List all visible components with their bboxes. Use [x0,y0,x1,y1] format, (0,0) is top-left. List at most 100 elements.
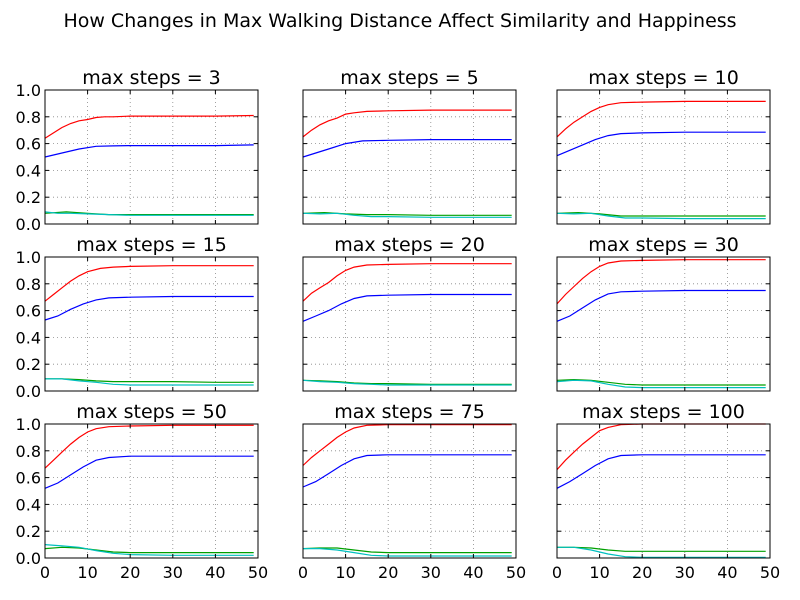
x-tick-label: 50 [248,563,268,582]
subplot-4: max steps = 15 0.0 0.2 0.4 0.6 0.8 1.0 [16,234,259,401]
plot-area [45,257,258,391]
y-tick-label: 1.0 [16,248,41,267]
series-line-red [44,424,254,469]
series-line-blue [302,293,512,322]
subplot-9: max steps = 100 0 10 20 30 40 50 [552,401,780,582]
subplot-title: max steps = 20 [334,234,485,256]
subplot-title: max steps = 30 [588,234,739,256]
y-tick-label: 0.4 [16,328,41,347]
plot-area [45,424,258,558]
series-line-cyan [302,379,512,386]
series-line-green [556,211,766,217]
axes-frame [44,256,259,392]
subplot-title: max steps = 5 [340,67,479,89]
plot-area [557,257,770,391]
series-line-blue [44,455,254,489]
subplot-title: max steps = 3 [82,67,221,89]
series-line-cyan [45,378,254,386]
x-tick-label: 0 [40,563,50,582]
series-line-blue [302,454,512,488]
plot-area [303,257,516,391]
x-tick-label: 0 [298,563,308,582]
series-line-blue [556,289,766,322]
plot-area [557,424,770,558]
axes-frame [302,423,517,559]
axes-frame [556,256,771,392]
x-tick-label: 20 [120,563,140,582]
series-line-blue [44,295,254,321]
axes-frame [556,89,771,225]
plot-area [303,424,516,558]
series-line-blue [302,139,512,158]
plot-area [303,90,516,224]
y-tick-label: 0.6 [16,302,41,321]
x-tick-label: 20 [632,563,652,582]
series-line-green [302,379,512,385]
subplot-title: max steps = 15 [76,234,227,256]
subplot-title: max steps = 75 [334,401,485,423]
series-line-blue [556,131,766,157]
y-tick-label: 0.6 [16,135,41,154]
series-line-red [44,265,254,302]
y-tick-label: 0.2 [16,355,41,374]
series-line-green [302,547,512,554]
axes-frame [44,89,259,225]
subplot-title: max steps = 10 [588,67,739,89]
x-tick-label: 0 [552,563,562,582]
y-tick-label: 0.8 [16,442,41,461]
series-line-green [556,378,766,386]
subplot-title: max steps = 100 [582,401,745,423]
y-tick-label: 0.4 [16,495,41,514]
y-tick-label: 0.8 [16,275,41,294]
plot-area [45,90,258,224]
subplot-6: max steps = 30 [556,234,771,392]
x-tick-label: 40 [205,563,225,582]
series-line-green [557,546,766,552]
y-tick-label: 0.0 [16,215,41,234]
axes-frame [302,256,517,392]
x-tick-label: 40 [463,563,483,582]
subplot-5: max steps = 20 [302,234,517,392]
x-tick-label: 40 [717,563,737,582]
y-tick-label: 0.6 [16,469,41,488]
y-tick-label: 0.4 [16,161,41,180]
series-line-red [302,424,512,466]
plot-area [557,90,770,224]
x-tick-label: 50 [760,563,780,582]
y-tick-label: 0.2 [16,188,41,207]
x-tick-label: 10 [77,563,97,582]
subplot-2: max steps = 5 [302,67,517,225]
y-tick-label: 1.0 [16,415,41,434]
series-line-red [302,263,512,302]
subplot-7: max steps = 50 0.0 0.2 0.4 0.6 0.8 1.0 0 10 20 30 4… [16,401,269,582]
y-tick-label: 0.0 [16,382,41,401]
series-line-red [302,109,512,138]
series-line-red [556,100,766,138]
y-tick-label: 0.8 [16,108,41,127]
y-tick-label: 0.2 [16,522,41,541]
x-tick-label: 30 [163,563,183,582]
series-line-cyan [556,212,766,220]
subplot-8: max steps = 75 0 10 20 30 40 50 [298,401,526,582]
series-line-cyan [303,548,512,557]
series-line-cyan [44,544,254,556]
y-tick-label: 0.0 [16,549,41,568]
x-tick-label: 50 [506,563,526,582]
series-line-blue [44,144,254,158]
series-line-red [44,114,254,139]
axes-frame [44,423,259,559]
series-line-cyan [302,212,512,218]
subplot-3: max steps = 10 [556,67,771,225]
series-line-green [44,546,254,554]
series-line-cyan [44,211,254,216]
subplot-1: max steps = 3 0.0 0.2 0.4 0.6 0.8 1.0 [16,67,259,234]
series-line-cyan [557,546,766,558]
x-tick-label: 20 [378,563,398,582]
x-tick-label: 30 [675,563,695,582]
x-tick-label: 30 [421,563,441,582]
series-line-green [302,211,512,216]
series-line-red [556,259,766,305]
